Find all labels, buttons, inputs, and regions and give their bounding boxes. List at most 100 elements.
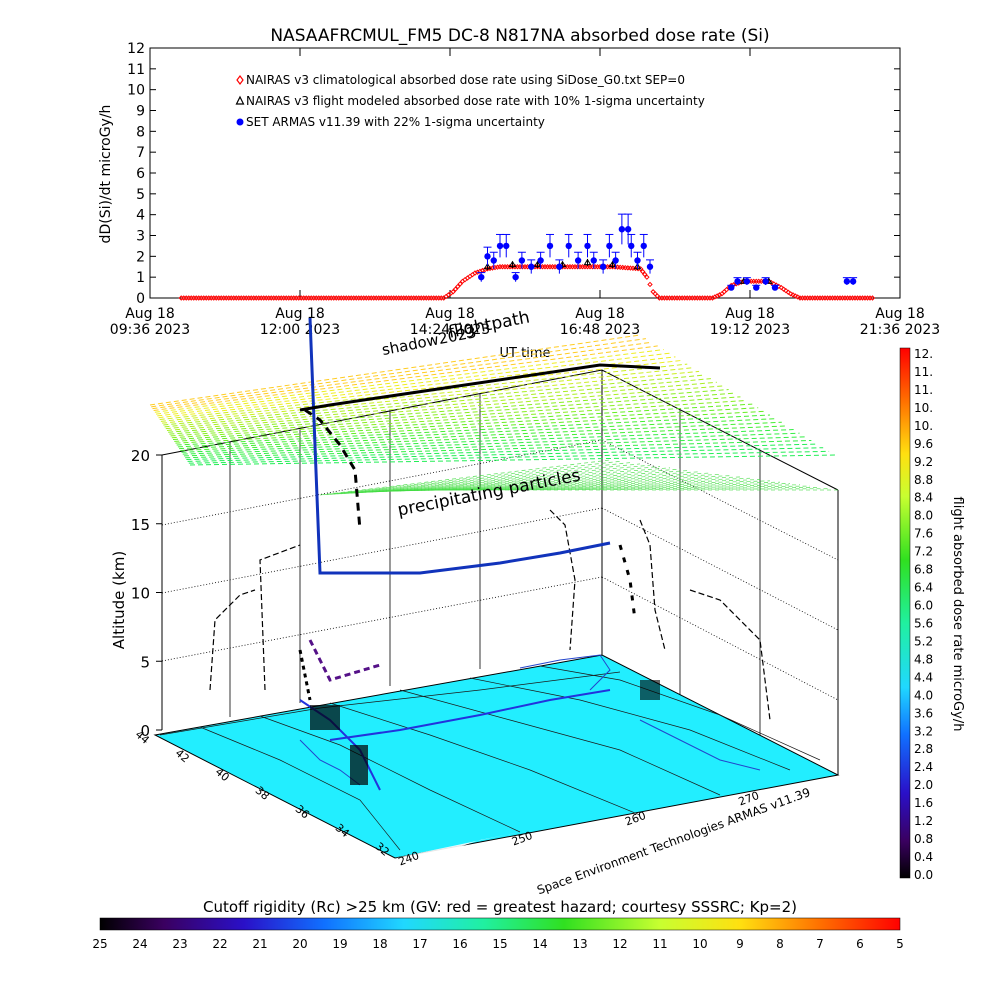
dose-colorbar-tick: 2.0 [914, 778, 933, 792]
rigidity-colorbar-ticks: 25 24 23 22 21 20 19 18 17 16 15 14 13 12 11 10 9 8 7 6 5 [92, 937, 903, 951]
legend-entry: NAIRAS v3 climatological absorbed dose r… [246, 73, 685, 87]
dose-sheet-line-lower [361, 475, 731, 493]
series-point-red [780, 286, 787, 292]
series-point-red [637, 266, 644, 272]
series-point-red [792, 293, 799, 299]
dose-sheet-line [164, 378, 711, 428]
series-layer [178, 213, 876, 301]
series-point-red [644, 274, 650, 280]
y-tick-label: 5 [136, 187, 145, 203]
y-tick-label: 2 [136, 249, 145, 265]
y-tick-label: 10 [127, 83, 145, 99]
series-point-blue [762, 278, 769, 285]
dose-colorbar-tick: 6.0 [914, 599, 933, 613]
dose-colorbar-tick: 11. [914, 365, 933, 379]
series-point-red [790, 292, 796, 298]
dose-sheet-line [163, 374, 706, 426]
dose-sheet-line-lower [333, 464, 651, 495]
series-point-blue [584, 242, 591, 250]
annotation-precipitating: precipitating particles [396, 466, 582, 521]
rigidity-colorbar-tick: 17 [412, 937, 427, 951]
series-point-black [608, 260, 617, 268]
dose-sheet-line-lower [340, 467, 671, 495]
dose-colorbar-tick: 4.0 [914, 688, 933, 702]
dose-sheet-line-lower [337, 466, 661, 495]
map-gap [395, 832, 520, 858]
dose-colorbar-tick: 3.2 [914, 724, 933, 738]
y-tick-label: 6 [136, 166, 145, 182]
dose-colorbar-tick: 12. [914, 347, 933, 361]
dose-sheet-line [149, 334, 641, 406]
series-point-red [869, 295, 876, 301]
dose-colorbar-tick: 6.8 [914, 563, 933, 577]
dose-sheet-line-lower [396, 488, 831, 491]
legend-marker-diamond [236, 75, 244, 85]
dose-sheet-line [172, 403, 753, 441]
air-track [298, 317, 661, 701]
legend-entry: NAIRAS v3 flight modeled absorbed dose r… [246, 94, 705, 108]
rigidity-colorbar-tick: 10 [692, 937, 707, 951]
rigidity-colorbar-tick: 20 [292, 937, 307, 951]
dose-sheet-line-lower [323, 460, 621, 496]
x-tick-label-time: 21:36 2023 [860, 322, 940, 338]
series-point-blue [590, 257, 597, 264]
dose-sheet-line-lower [347, 470, 691, 494]
series-point-blue [624, 226, 632, 233]
dose-sheet-line [185, 439, 812, 459]
series-point-blue [478, 273, 485, 281]
z-tick-label: 5 [140, 653, 150, 671]
rigidity-colorbar-tick: 12 [612, 937, 627, 951]
series-point-red [794, 294, 801, 300]
dose-colorbar-tick: 8.0 [914, 509, 933, 523]
legend: NAIRAS v3 climatological absorbed dose r… [235, 73, 705, 129]
dose-colorbar-tick: 0.8 [914, 832, 933, 846]
series-point-blue [843, 278, 851, 285]
dose-colorbar-ticks: 12. 11. 11. 10. 10. 9.6 9.2 8.8 8.4 8.0 7.6 7.2 6.8 6… [914, 347, 933, 882]
dose-sheet-line [186, 443, 818, 461]
dose-colorbar-tick: 9.6 [914, 437, 933, 451]
dose-sheet-line [187, 447, 824, 462]
dose-sheet-line [182, 432, 800, 455]
rigidity-colorbar-tick: 13 [572, 937, 587, 951]
dose-colorbar-tick: 1.2 [914, 814, 933, 828]
dose-colorbar-tick: 5.2 [914, 634, 933, 648]
dose-sheet-line-lower [330, 463, 641, 495]
dose-colorbar-tick: 10. [914, 419, 933, 433]
y-tick-label: 4 [136, 208, 145, 224]
series-point-blue [628, 242, 635, 250]
y-tick-label: 3 [136, 229, 145, 245]
dose-colorbar-tick: 10. [914, 401, 933, 415]
series-point-blue [512, 273, 519, 281]
dose-sheet-line [158, 359, 682, 419]
dose-sheet-line [162, 370, 700, 424]
dose-sheet-line [165, 381, 717, 430]
series-point-blue [618, 226, 626, 233]
series-point-blue [640, 242, 647, 250]
rigidity-colorbar-tick: 15 [492, 937, 507, 951]
rigidity-colorbar-tick: 6 [856, 937, 864, 951]
dose-sheet-line [188, 450, 830, 464]
dose-colorbar-tick: 3.6 [914, 706, 933, 720]
y-tick-label: 8 [136, 124, 145, 140]
dose-rate-sheets [149, 334, 840, 496]
series-point-blue [743, 278, 751, 285]
x-tick-label-date: Aug 18 [875, 306, 925, 322]
series-point-blue [484, 253, 491, 260]
rigidity-colorbar-tick: 23 [172, 937, 187, 951]
rigidity-colorbar-tick: 9 [736, 937, 744, 951]
dose-colorbar-tick: 6.4 [914, 581, 933, 595]
rigidity-colorbar-tick: 19 [332, 937, 347, 951]
chart-title: NASAAFRCMUL_FM5 DC-8 N817NA absorbed dos… [270, 26, 769, 46]
series-point-blue [490, 257, 497, 264]
dose-colorbar-tick: 11. [914, 383, 933, 397]
dose-colorbar-tick: 7.6 [914, 527, 933, 541]
rigidity-colorbar-tick: 24 [132, 937, 147, 951]
rigidity-colorbar [99, 917, 901, 931]
series-point-blue [612, 257, 619, 264]
dose-sheet-line [177, 418, 776, 448]
series-point-blue [546, 242, 554, 250]
series-point-blue [753, 284, 760, 291]
dose-sheet-line [156, 352, 670, 415]
map-borders [159, 665, 821, 851]
